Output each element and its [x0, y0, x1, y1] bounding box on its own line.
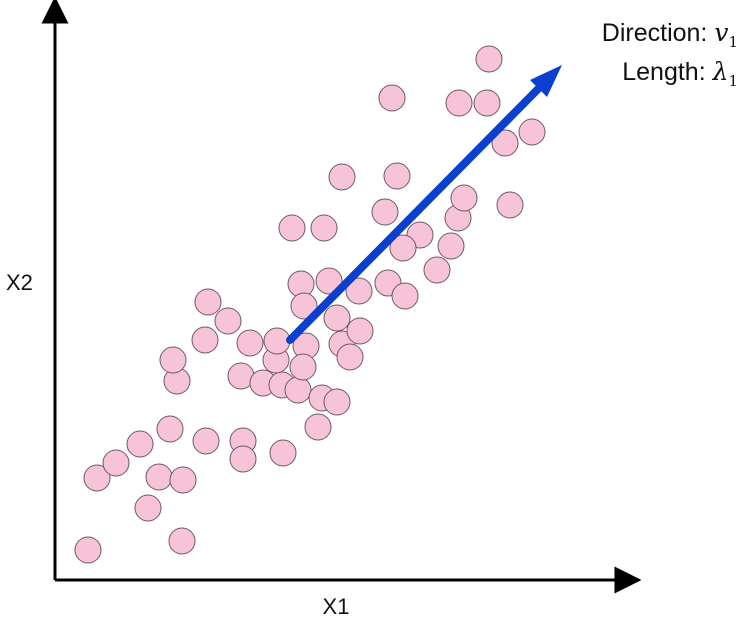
data-point [191, 326, 219, 354]
data-point [496, 191, 524, 219]
data-point [475, 45, 503, 73]
y-axis-label: X2 [6, 270, 33, 295]
annotation-length: Length: λ1 [622, 57, 738, 90]
data-point [194, 288, 222, 316]
data-point [284, 376, 312, 404]
data-point [289, 353, 317, 381]
data-point [159, 346, 187, 374]
data-point [278, 214, 306, 242]
data-point [336, 343, 364, 371]
data-point [328, 163, 356, 191]
data-point [423, 256, 451, 284]
data-point [437, 232, 465, 260]
data-point [192, 427, 220, 455]
data-point [83, 464, 111, 492]
principal-component-arrow [286, 65, 562, 344]
data-point [345, 277, 373, 305]
data-point [134, 494, 162, 522]
data-point [74, 536, 102, 564]
data-point [304, 413, 332, 441]
data-point [323, 388, 351, 416]
annotation-direction: Direction: v1 [602, 18, 738, 51]
data-point [491, 129, 519, 157]
data-points [74, 45, 546, 564]
data-point [383, 162, 411, 190]
data-point [102, 449, 130, 477]
data-point [310, 214, 338, 242]
data-point [323, 304, 351, 332]
data-point [126, 430, 154, 458]
data-point [236, 329, 264, 357]
data-point [378, 84, 406, 112]
data-point [229, 445, 257, 473]
data-point [389, 234, 417, 262]
data-point [445, 89, 473, 117]
data-point [450, 184, 478, 212]
data-point [473, 89, 501, 117]
data-point [214, 307, 242, 335]
data-point [391, 282, 419, 310]
data-point [145, 463, 173, 491]
data-point [346, 317, 374, 345]
data-point [269, 439, 297, 467]
data-point [156, 415, 184, 443]
data-point [371, 198, 399, 226]
x-axis-label: X1 [323, 594, 350, 619]
data-point [315, 267, 343, 295]
data-point [290, 292, 318, 320]
data-point [263, 327, 291, 355]
data-point [169, 466, 197, 494]
annotation: Direction: v1 Length: λ1 [602, 18, 738, 90]
data-point [518, 118, 546, 146]
data-point [168, 527, 196, 555]
